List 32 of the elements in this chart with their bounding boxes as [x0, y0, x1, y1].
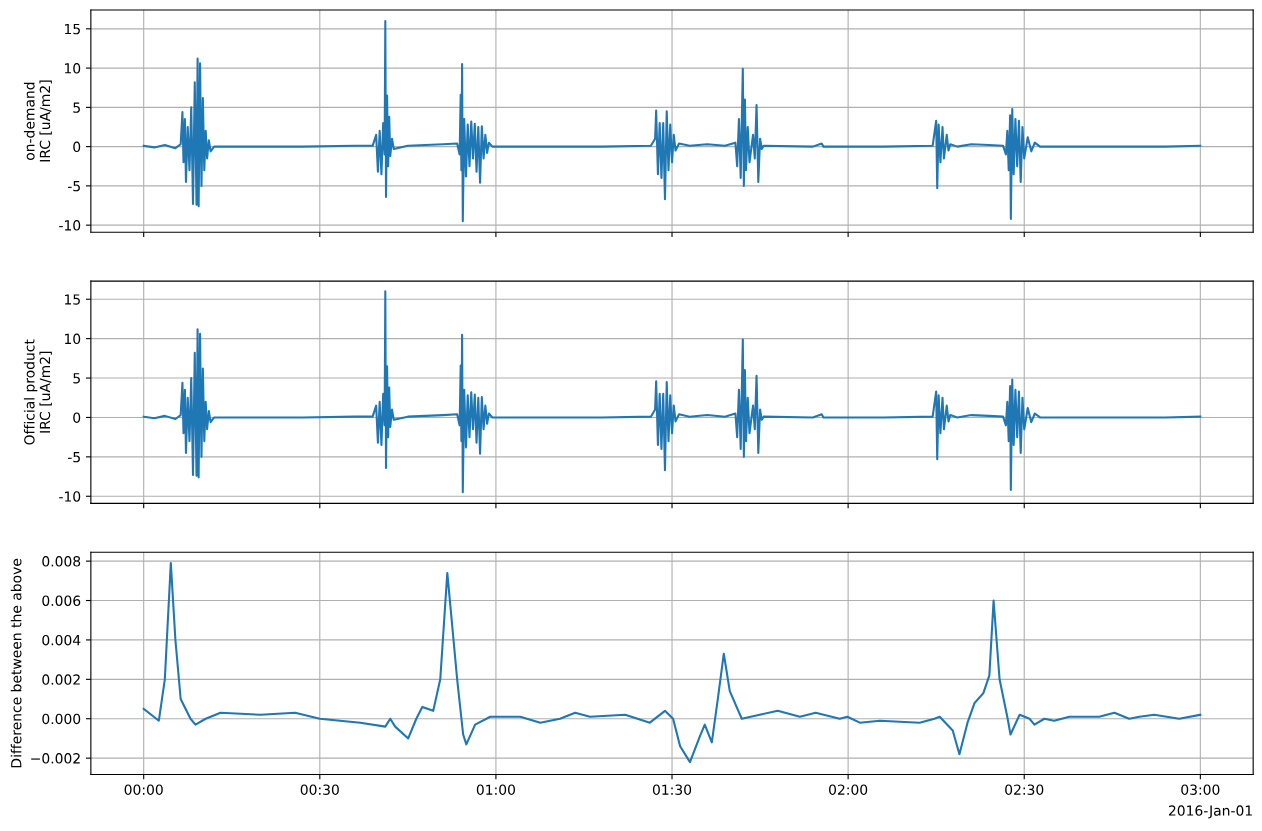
x-tick-label: 02:00 — [829, 784, 868, 795]
y-tick-label: -10 — [59, 491, 81, 502]
x-tick-label: 00:30 — [300, 784, 339, 795]
y-tick-label: 0 — [73, 412, 81, 423]
line-series — [142, 19, 1202, 223]
y-axis-title: Official product IRC [uA/m2] — [23, 339, 52, 445]
y-tick-label: 15 — [64, 294, 80, 305]
y-tick-label: 0.000 — [42, 713, 81, 725]
y-tick-label: 0.004 — [42, 634, 81, 646]
y-tick-label: 0 — [73, 141, 81, 153]
y-tick-label: 10 — [64, 63, 81, 74]
y-axis-title: Difference between the above — [10, 558, 22, 768]
x-tick-label: 03:00 — [1181, 784, 1220, 795]
x-tick-label: 00:00 — [124, 784, 163, 795]
y-tick-label: -5 — [67, 181, 80, 192]
y-tick-label: 5 — [73, 102, 80, 113]
y-tick-label: -5 — [67, 452, 80, 463]
x-tick-label: 01:30 — [652, 784, 692, 795]
x-tick-label: 01:00 — [476, 784, 515, 795]
line-series — [142, 562, 1202, 764]
y-tick-label: 0.002 — [42, 674, 80, 685]
y-tick-label: −0.002 — [31, 753, 80, 764]
y-tick-label: -10 — [59, 220, 81, 231]
y-tick-label: 0.008 — [42, 556, 81, 567]
y-tick-label: 0.006 — [42, 595, 81, 606]
y-tick-label: 10 — [64, 333, 81, 345]
x-tick-label: 02:30 — [1005, 784, 1044, 795]
y-axis-title: on-demand IRC [uA/m2] — [23, 80, 52, 162]
line-series — [142, 290, 1202, 494]
y-tick-label: 15 — [64, 23, 80, 35]
text: 2016-Jan-01 — [1168, 805, 1252, 819]
y-tick-label: 5 — [73, 373, 80, 384]
